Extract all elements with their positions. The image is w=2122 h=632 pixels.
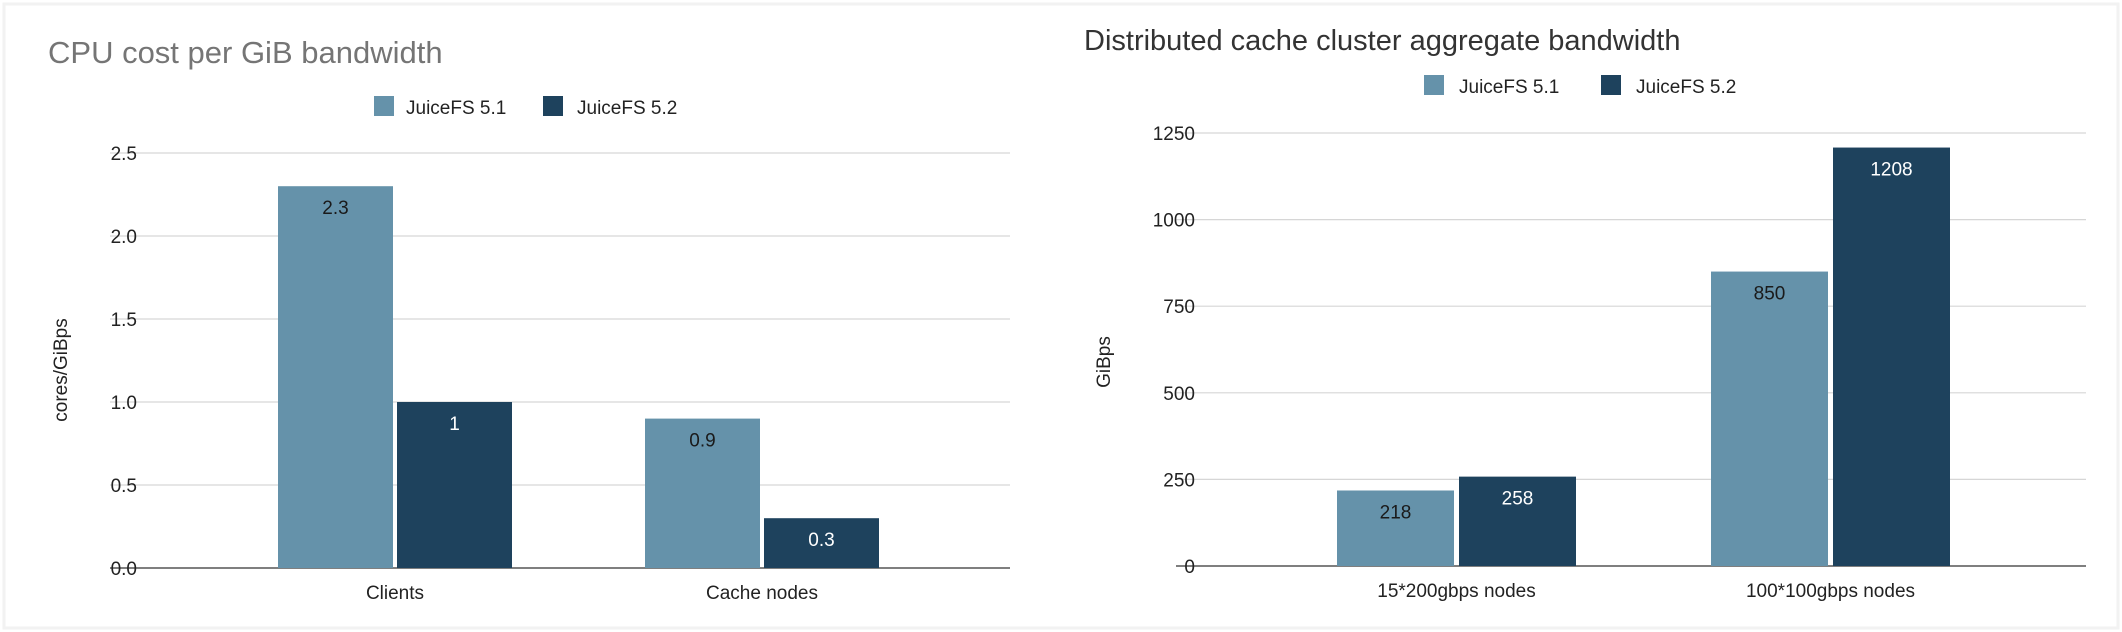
y-tick-label: 500 (1163, 384, 1195, 405)
bar-2-2[interactable] (1833, 147, 1950, 566)
legend-swatch (543, 96, 563, 116)
bar-1-2[interactable] (645, 418, 760, 568)
chart-cpu-cost: CPU cost per GiB bandwidth JuiceFS 5.1 J… (48, 35, 1010, 604)
legend-item-series-2[interactable]: JuiceFS 5.2 (1601, 75, 1736, 98)
y-tick-label: 1250 (1153, 124, 1195, 145)
legend-label: JuiceFS 5.1 (1459, 77, 1559, 98)
y-axis-ticks: 0 250 500 750 1000 1250 (1153, 124, 1195, 578)
bar-2-1[interactable] (397, 402, 512, 568)
legend-item-series-1[interactable]: JuiceFS 5.1 (374, 96, 506, 119)
y-tick-label: 0 (1184, 557, 1195, 578)
y-tick-label: 0.0 (111, 559, 137, 580)
chart-title: Distributed cache cluster aggregate band… (1084, 25, 1680, 57)
legend-item-series-1[interactable]: JuiceFS 5.1 (1424, 75, 1559, 98)
data-label: 1208 (1870, 160, 1912, 181)
x-tick-label: Cache nodes (706, 583, 818, 604)
x-tick-label: 100*100gbps nodes (1746, 581, 1915, 602)
bars (1337, 147, 1950, 566)
bar-1-1[interactable] (278, 186, 393, 568)
data-label: 1 (449, 414, 460, 435)
bar-1-2[interactable] (1711, 271, 1828, 566)
legend-label: JuiceFS 5.2 (1636, 77, 1736, 98)
y-tick-label: 2.5 (111, 144, 137, 165)
data-labels: 218 258 850 1208 (1380, 160, 1913, 524)
chart-title: CPU cost per GiB bandwidth (48, 35, 443, 70)
data-label: 258 (1502, 489, 1534, 510)
y-tick-label: 250 (1163, 470, 1195, 491)
bars (278, 186, 879, 568)
y-axis-label: cores/GiBps (51, 318, 72, 421)
y-tick-label: 750 (1163, 297, 1195, 318)
data-label: 0.9 (689, 431, 715, 452)
data-label: 218 (1380, 502, 1412, 523)
legend-item-series-2[interactable]: JuiceFS 5.2 (543, 96, 677, 119)
y-axis-ticks: 0.0 0.5 1.0 1.5 2.0 2.5 (111, 144, 137, 580)
x-axis-ticks: Clients Cache nodes (366, 583, 818, 604)
x-axis-ticks: 15*200gbps nodes 100*100gbps nodes (1377, 581, 1915, 602)
y-tick-label: 2.0 (111, 227, 137, 248)
legend-swatch (374, 96, 394, 116)
x-tick-label: Clients (366, 583, 424, 604)
y-tick-label: 1.5 (111, 310, 137, 331)
legend: JuiceFS 5.1 JuiceFS 5.2 (1424, 75, 1736, 98)
bar-2-2[interactable] (764, 518, 879, 568)
data-label: 0.3 (808, 530, 834, 551)
bar-2-1[interactable] (1459, 476, 1576, 566)
legend-label: JuiceFS 5.1 (406, 98, 506, 119)
data-label: 850 (1754, 284, 1786, 305)
y-axis-label: GiBps (1094, 336, 1115, 388)
legend-swatch (1424, 75, 1444, 95)
legend: JuiceFS 5.1 JuiceFS 5.2 (374, 96, 677, 119)
y-tick-label: 1000 (1153, 211, 1195, 232)
data-label: 2.3 (322, 198, 348, 219)
data-labels: 2.3 1 0.9 0.3 (322, 198, 834, 551)
x-tick-label: 15*200gbps nodes (1377, 581, 1535, 602)
legend-label: JuiceFS 5.2 (577, 98, 677, 119)
bar-1-1[interactable] (1337, 490, 1454, 566)
y-tick-label: 1.0 (111, 393, 137, 414)
chart-cache-bandwidth: Distributed cache cluster aggregate band… (1084, 25, 2086, 602)
legend-swatch (1601, 75, 1621, 95)
y-tick-label: 0.5 (111, 476, 137, 497)
